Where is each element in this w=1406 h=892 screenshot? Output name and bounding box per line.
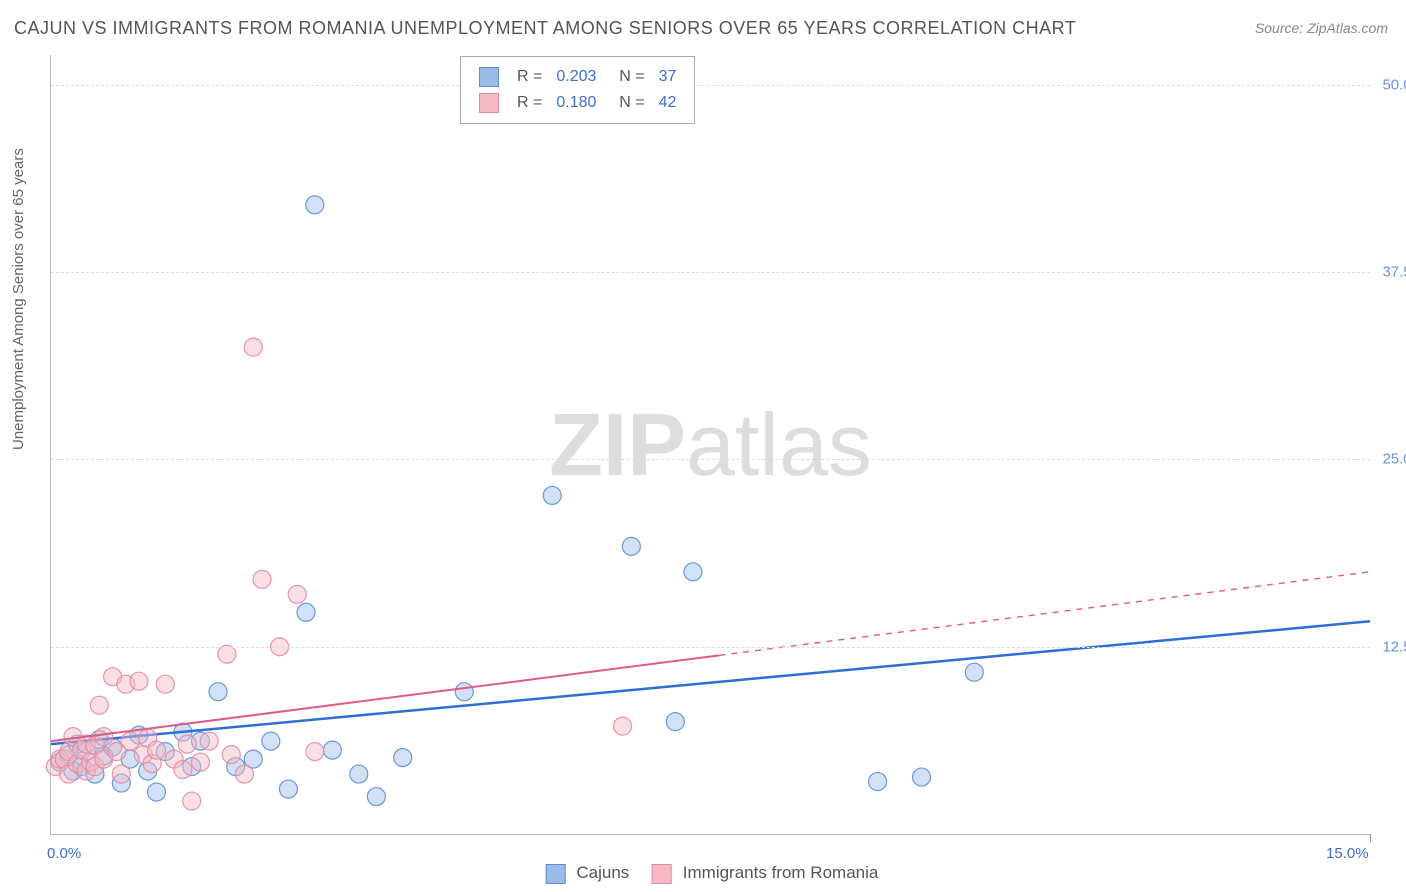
data-point [253, 570, 271, 588]
data-point [218, 645, 236, 663]
data-point [148, 741, 166, 759]
correlation-legend: R = 0.203 N = 37 R = 0.180 N = 42 [460, 56, 695, 124]
y-axis-label: Unemployment Among Seniors over 65 years [10, 148, 27, 450]
legend-swatch-2 [479, 93, 499, 113]
legend-n-eq-1: N = [604, 65, 650, 89]
data-point [684, 563, 702, 581]
legend-swatch-romania [652, 864, 672, 884]
legend-r-val-2: 0.180 [550, 91, 602, 115]
data-point [222, 746, 240, 764]
gridline [51, 459, 1370, 460]
trend-line-dashed [719, 572, 1370, 656]
data-point [455, 683, 473, 701]
data-point [209, 683, 227, 701]
y-tick-label: 12.5% [1382, 638, 1406, 655]
data-point [323, 741, 341, 759]
legend-n-val-1: 37 [653, 65, 683, 89]
legend-swatch-1 [479, 67, 499, 87]
data-point [367, 788, 385, 806]
legend-r-val-1: 0.203 [550, 65, 602, 89]
data-point [666, 713, 684, 731]
data-point [178, 735, 196, 753]
legend-row-series2: R = 0.180 N = 42 [473, 91, 682, 115]
x-tick-label: 0.0% [47, 845, 81, 862]
source-attribution: Source: ZipAtlas.com [1255, 20, 1388, 36]
x-tick-label: 15.0% [1326, 845, 1369, 862]
legend-n-eq-2: N = [604, 91, 650, 115]
x-tick-mark [1370, 834, 1371, 842]
y-tick-label: 37.5% [1382, 264, 1406, 281]
legend-swatch-cajuns [546, 864, 566, 884]
gridline [51, 647, 1370, 648]
gridline [51, 85, 1370, 86]
data-point [306, 743, 324, 761]
data-point [913, 768, 931, 786]
legend-row-series1: R = 0.203 N = 37 [473, 65, 682, 89]
series-legend: Cajuns Immigrants from Romania [528, 863, 879, 884]
data-point [288, 585, 306, 603]
data-point [306, 196, 324, 214]
data-point [148, 783, 166, 801]
y-tick-label: 50.0% [1382, 76, 1406, 93]
data-point [112, 765, 130, 783]
data-point [183, 792, 201, 810]
y-tick-label: 25.0% [1382, 451, 1406, 468]
data-point [156, 675, 174, 693]
correlation-legend-table: R = 0.203 N = 37 R = 0.180 N = 42 [471, 63, 684, 117]
data-point [279, 780, 297, 798]
legend-label-cajuns: Cajuns [576, 863, 629, 882]
scatter-svg [51, 55, 1370, 834]
gridline [51, 272, 1370, 273]
data-point [614, 717, 632, 735]
chart-plot-area: ZIPatlas 12.5%25.0%37.5%50.0%0.0%15.0% [50, 55, 1370, 835]
data-point [200, 732, 218, 750]
legend-r-eq-2: R = [511, 91, 548, 115]
data-point [965, 663, 983, 681]
legend-n-val-2: 42 [653, 91, 683, 115]
data-point [297, 603, 315, 621]
data-point [869, 773, 887, 791]
data-point [543, 486, 561, 504]
legend-r-eq-1: R = [511, 65, 548, 89]
data-point [95, 728, 113, 746]
data-point [191, 753, 209, 771]
trend-line-solid [51, 621, 1370, 744]
data-point [121, 732, 139, 750]
data-point [350, 765, 368, 783]
data-point [394, 749, 412, 767]
data-point [622, 537, 640, 555]
data-point [174, 761, 192, 779]
data-point [90, 696, 108, 714]
data-point [235, 765, 253, 783]
data-point [244, 338, 262, 356]
chart-title: CAJUN VS IMMIGRANTS FROM ROMANIA UNEMPLO… [14, 18, 1076, 39]
legend-label-romania: Immigrants from Romania [683, 863, 879, 882]
data-point [130, 672, 148, 690]
data-point [262, 732, 280, 750]
